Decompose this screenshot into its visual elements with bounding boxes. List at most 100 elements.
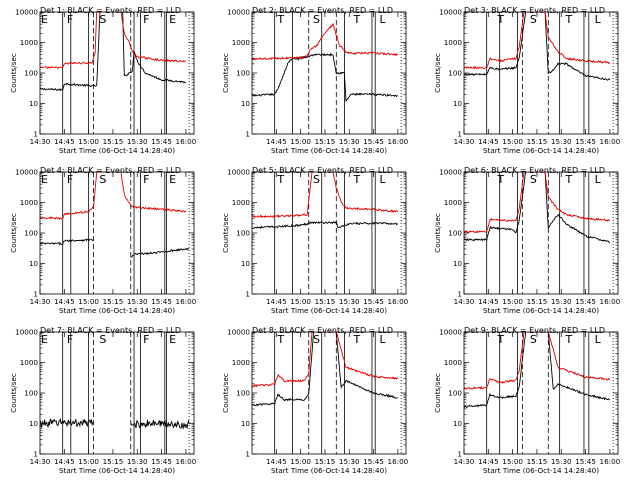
segment-label: T — [276, 13, 284, 26]
y-axis-label: Counts/sec — [433, 373, 442, 413]
x-tick-label: 15:00 — [502, 297, 523, 306]
segment-label: L — [379, 333, 386, 346]
y-tick-label: 1000 — [232, 358, 251, 367]
segment-label: S — [313, 333, 320, 346]
x-tick-label: 14:45 — [266, 457, 287, 466]
x-tick-label: 15:45 — [151, 297, 172, 306]
segment-label: T — [496, 173, 504, 186]
x-tick-label: 15:30 — [551, 457, 572, 466]
x-tick-label: 16:00 — [600, 137, 621, 146]
y-tick-label: 100 — [448, 389, 462, 398]
x-tick-label: 15:00 — [78, 137, 99, 146]
y-tick-label: 10 — [241, 99, 251, 108]
y-tick-label: 10 — [29, 99, 39, 108]
segment-label: T — [496, 333, 504, 346]
x-tick-label: 14:30 — [30, 457, 51, 466]
segment-label: E — [169, 333, 176, 346]
y-tick-label: 10 — [453, 259, 463, 268]
x-tick-label: 16:00 — [176, 457, 197, 466]
x-tick-label: 15:45 — [575, 457, 596, 466]
x-tick-label: 15:00 — [290, 137, 311, 146]
x-tick-label: 15:00 — [290, 457, 311, 466]
segment-label: E — [41, 173, 48, 186]
x-tick-label: 15:45 — [575, 297, 596, 306]
segment-label: F — [143, 173, 149, 186]
segment-label: S — [313, 173, 320, 186]
x-tick-label: 14:45 — [54, 137, 75, 146]
plot-area — [252, 12, 402, 134]
y-axis-label: Counts/sec — [433, 53, 442, 93]
y-axis-label: Counts/sec — [9, 373, 18, 413]
x-tick-label: 14:45 — [54, 457, 75, 466]
x-tick-label: 15:15 — [527, 137, 548, 146]
panel-title: Det 1: BLACK = Events, RED = LLD — [40, 6, 181, 15]
x-tick-label: 15:15 — [315, 137, 336, 146]
y-tick-label: 10000 — [227, 328, 250, 337]
x-tick-label: 15:30 — [127, 137, 148, 146]
y-tick-label: 100 — [24, 389, 38, 398]
segment-label: S — [530, 173, 537, 186]
x-tick-label: 15:30 — [127, 297, 148, 306]
events-series-line — [464, 332, 611, 409]
segment-label: L — [379, 13, 386, 26]
lld-series-line — [464, 332, 611, 391]
segment-label: E — [169, 13, 176, 26]
x-tick-label: 15:15 — [103, 137, 124, 146]
x-tick-label: 14:45 — [266, 297, 287, 306]
x-tick-label: 16:00 — [176, 137, 197, 146]
x-tick-label: 15:45 — [575, 137, 596, 146]
x-tick-label: 15:15 — [103, 297, 124, 306]
y-tick-label: 10000 — [439, 168, 462, 177]
y-axis-label: Counts/sec — [433, 213, 442, 253]
x-tick-label: 14:45 — [54, 297, 75, 306]
y-axis-label: Counts/sec — [9, 213, 18, 253]
segment-label: S — [530, 333, 537, 346]
x-tick-label: 15:30 — [339, 297, 360, 306]
x-axis-label: Start Time (06-Oct-14 14:28:40) — [271, 306, 387, 315]
segment-label: F — [143, 333, 149, 346]
y-tick-label: 1 — [245, 290, 250, 299]
segment-label: F — [143, 13, 149, 26]
segment-label: S — [99, 333, 106, 346]
panel-title: Det 3: BLACK = Events, RED = LLD — [464, 6, 605, 15]
x-tick-label: 15:45 — [363, 137, 384, 146]
x-tick-label: 15:30 — [551, 137, 572, 146]
segment-label: S — [99, 173, 106, 186]
y-tick-label: 1000 — [444, 358, 463, 367]
plot-area — [40, 332, 190, 454]
events-series-line — [130, 419, 190, 430]
segment-label: S — [99, 13, 106, 26]
events-series-line — [40, 417, 94, 429]
events-series-line — [464, 172, 611, 244]
segment-label: T — [353, 173, 361, 186]
lld-series-line — [40, 12, 187, 70]
x-tick-label: 16:00 — [600, 297, 621, 306]
x-tick-label: 14:30 — [454, 297, 475, 306]
y-tick-label: 1000 — [444, 38, 463, 47]
x-axis-label: Start Time (06-Oct-14 14:28:40) — [483, 146, 599, 155]
x-tick-label: 15:00 — [290, 297, 311, 306]
panel-title: Det 4: BLACK = Events, RED = LLD — [40, 166, 181, 175]
segment-label: T — [276, 333, 284, 346]
x-tick-label: 15:30 — [339, 137, 360, 146]
x-tick-label: 15:15 — [527, 457, 548, 466]
x-tick-label: 15:45 — [363, 297, 384, 306]
x-tick-label: 15:15 — [527, 297, 548, 306]
y-tick-label: 10 — [241, 419, 251, 428]
segment-label: T — [353, 13, 361, 26]
panel-title: Det 8: BLACK = Events, RED = LLD — [252, 326, 393, 335]
segment-label: T — [565, 173, 573, 186]
segment-label: L — [595, 333, 602, 346]
y-tick-label: 1 — [245, 130, 250, 139]
segment-label: L — [379, 173, 386, 186]
events-series-line — [130, 247, 190, 258]
x-tick-label: 15:15 — [315, 297, 336, 306]
x-tick-label: 16:00 — [388, 137, 409, 146]
events-series-line — [40, 238, 94, 246]
y-tick-label: 1000 — [20, 358, 39, 367]
